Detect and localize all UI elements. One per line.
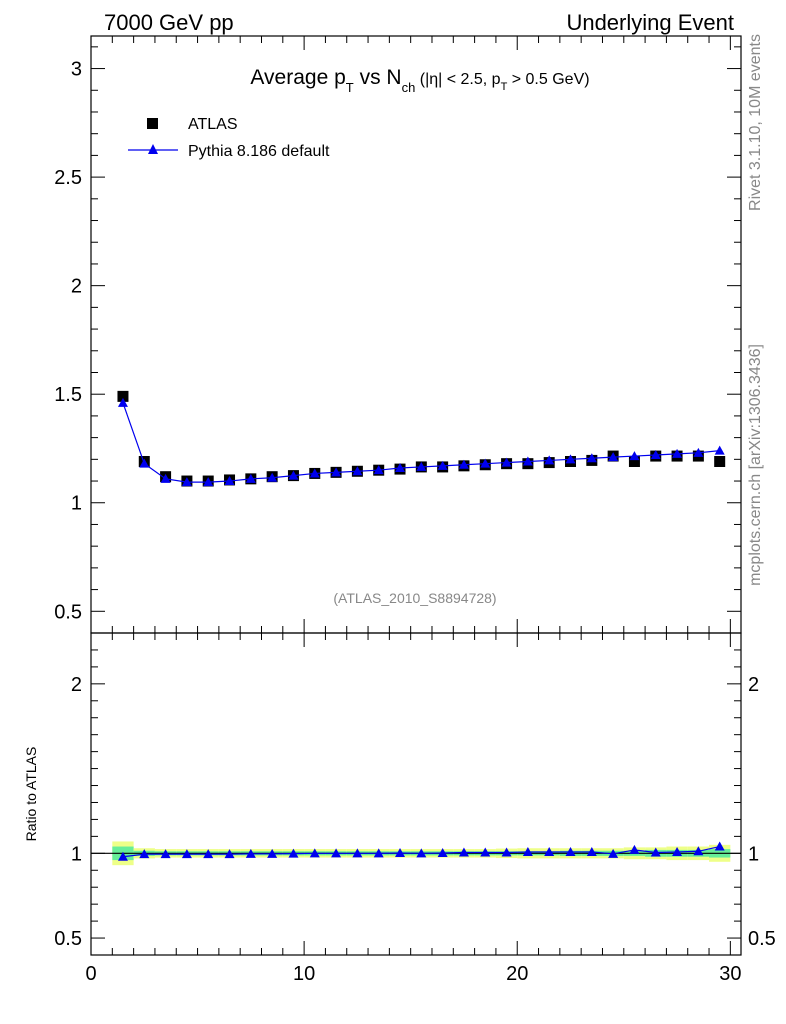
x-tick-label: 0 [85, 963, 96, 985]
legend-mc-marker [148, 144, 158, 154]
ratio-mc-point [672, 846, 683, 856]
ratio-mc-point [693, 846, 704, 856]
ratio-mc-point [309, 848, 320, 858]
pythia-point [437, 460, 448, 470]
y-tick-label-ratio-right: 0.5 [748, 928, 776, 950]
ratio-mc-point [608, 848, 619, 858]
analysis-watermark: (ATLAS_2010_S8894728) [333, 590, 496, 606]
y-tick-label-main: 1.5 [54, 384, 82, 406]
y-tick-label-ratio-right: 1 [748, 843, 759, 865]
pythia-point [309, 468, 320, 478]
x-tick-label: 20 [506, 963, 528, 985]
pythia-point [245, 473, 256, 483]
atlas-data-point [117, 390, 129, 402]
ratio-mc-point [117, 851, 128, 861]
y-tick-label-main: 2 [71, 276, 82, 298]
y-tick-label-ratio: 0.5 [54, 928, 82, 950]
header-right: Underlying Event [566, 10, 734, 35]
y-tick-label-ratio: 2 [71, 674, 82, 696]
pythia-point [160, 473, 171, 483]
plot-title: Average pT vs Nch (|η| < 2.5, pT > 0.5 G… [250, 66, 589, 95]
pythia-point [395, 463, 406, 473]
ratio-mc-point [480, 847, 491, 857]
atlas-data-point [628, 455, 640, 467]
y-tick-label-ratio-right: 2 [748, 674, 759, 696]
ratio-mc-point [245, 848, 256, 858]
y-tick-label-ratio: 1 [71, 843, 82, 865]
ratio-mc-point [224, 849, 235, 859]
pythia-point [672, 448, 683, 458]
pythia-point [608, 452, 619, 462]
pythia-point [181, 477, 192, 487]
ratio-mc-point [352, 848, 363, 858]
main-axes: 0.5 1 1.5 2 2.5 3 [54, 36, 741, 634]
pythia-point [139, 458, 150, 468]
header-left: 7000 GeV pp [104, 10, 234, 35]
pythia-point [501, 457, 512, 467]
pythia-point [586, 453, 597, 463]
y-tick-label-main: 0.5 [54, 601, 82, 623]
ratio-ylabel: Ratio to ATLAS [23, 747, 39, 842]
legend-data-marker [147, 118, 158, 129]
pythia-point [352, 466, 363, 476]
pythia-point [416, 461, 427, 471]
ratio-mc-point [629, 844, 640, 854]
pythia-point [714, 445, 725, 455]
legend-mc-label: Pythia 8.186 default [188, 143, 330, 160]
pythia-point [544, 455, 555, 465]
ratio-mc-point [395, 847, 406, 857]
pythia-point [629, 451, 640, 461]
ratio-mc-point [181, 849, 192, 859]
pythia-point [288, 470, 299, 480]
ratio-mc-point [565, 846, 576, 856]
pythia-point [565, 454, 576, 464]
ratio-mc-point [437, 847, 448, 857]
legend-data-label: ATLAS [188, 116, 238, 133]
y-tick-label-main: 1 [71, 493, 82, 515]
ratio-mc-point [501, 847, 512, 857]
pythia-point [373, 465, 384, 475]
pythia-point [224, 476, 235, 486]
ratio-mc-point [331, 848, 342, 858]
pythia-point [458, 459, 469, 469]
y-tick-label-main: 3 [71, 59, 82, 81]
ratio-mc-point [160, 849, 171, 859]
legend: ATLAS Pythia 8.186 default [128, 116, 330, 160]
ratio-axes: 0 10 20 30 0.5 0.5 1 1 2 2 [54, 632, 776, 985]
ratio-mc-point [714, 841, 725, 851]
ratio-mc-point [586, 846, 597, 856]
ratio-mc-point [139, 849, 150, 859]
ratio-mc-point [416, 848, 427, 858]
pythia-point [331, 467, 342, 477]
rivet-version-label: Rivet 3.1.10, 10M events [747, 34, 764, 211]
ratio-mc-point [522, 846, 533, 856]
pythia-point [203, 477, 214, 487]
ratio-mc-point [544, 846, 555, 856]
pythia-point [267, 472, 278, 482]
mcplots-label: mcplots.cern.ch [arXiv:1306.3436] [747, 344, 764, 586]
ratio-mc-point [373, 848, 384, 858]
ratio-mc-point [203, 849, 214, 859]
ratio-mc-point [267, 848, 278, 858]
x-tick-label: 30 [719, 963, 741, 985]
pythia-point [650, 449, 661, 459]
pythia-point [522, 456, 533, 466]
y-tick-label-main: 2.5 [54, 167, 82, 189]
pythia-point [480, 458, 491, 468]
ratio-mc-point [458, 847, 469, 857]
pythia-point [117, 397, 128, 407]
ratio-panel-frame [90, 632, 742, 956]
atlas-data-point [714, 455, 726, 467]
x-tick-label: 10 [293, 963, 315, 985]
ratio-mc-point [650, 847, 661, 857]
ratio-mc-point [288, 848, 299, 858]
pythia-point [693, 447, 704, 457]
